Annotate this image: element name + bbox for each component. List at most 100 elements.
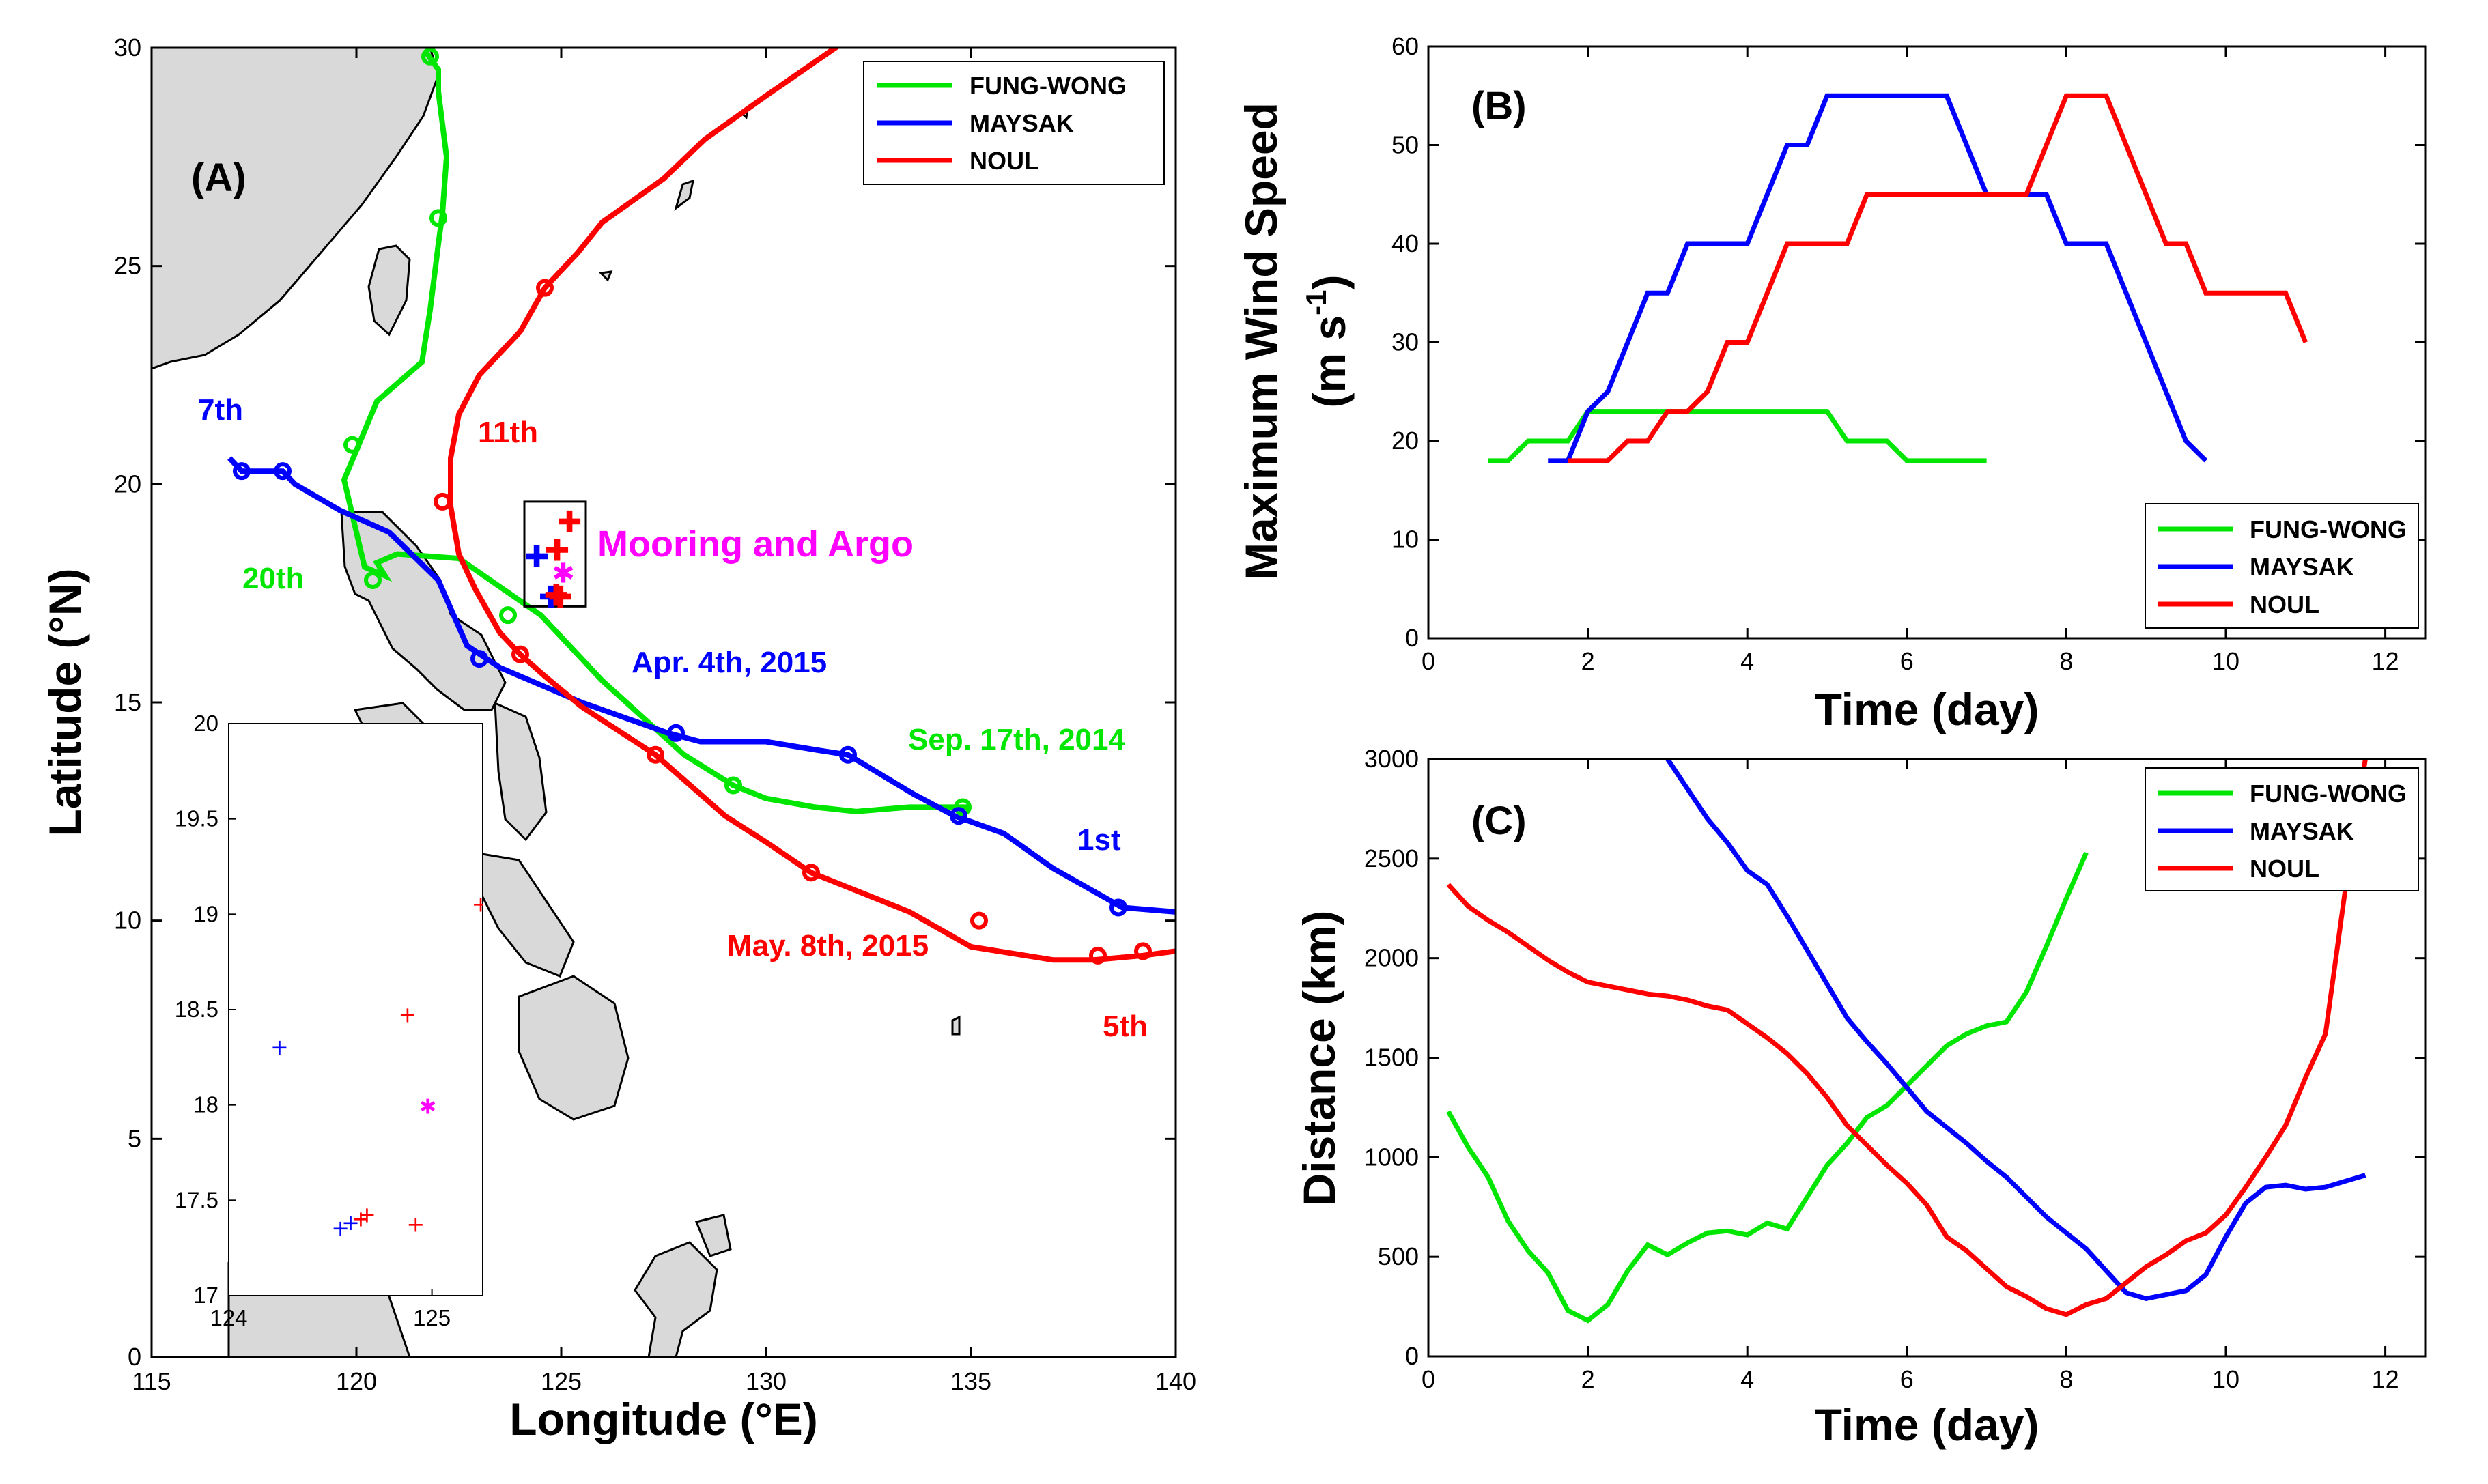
panel-a-ticks: 115 120 125 130 135 140 0 5 10 15 20 25 30 (114, 33, 1196, 1395)
y-tick-label: 20 (1391, 427, 1419, 455)
track-marker-fung-wong (954, 798, 972, 816)
track-marker-noul (1134, 942, 1152, 960)
annotation-mooring-argo: Mooring and Argo (597, 524, 914, 565)
y-tick-label: 50 (1391, 131, 1419, 159)
track-marker-fung-wong (724, 776, 742, 795)
track-daily-markers (233, 48, 1152, 965)
y-tick-label: 0 (128, 1343, 141, 1371)
inset-ticks: 17 17.5 18 18.5 19 19.5 20 124 125 (175, 711, 451, 1330)
annotation-fung-wong-start-date: Sep. 17th, 2014 (908, 723, 1125, 756)
land-halmahera (694, 1214, 732, 1257)
annotation-maysak-start-date: Apr. 4th, 2015 (632, 646, 827, 679)
annotation-maysak-1st: 1st (1077, 823, 1121, 857)
track-marker-noul (536, 279, 554, 297)
track-noul (448, 48, 1176, 963)
inset-argo-marker: + (270, 1034, 289, 1060)
x-tick-label: 8 (2059, 1365, 2073, 1393)
legend-b-label-noul: NOUL (2250, 590, 2319, 618)
annotation-maysak-7th: 7th (198, 393, 243, 427)
inset-points: +++✱++++ + (270, 891, 490, 1241)
inset-y-tick-label: 19.5 (175, 806, 218, 831)
inset-argo-marker: + (352, 1205, 370, 1231)
legend-a-label-maysak: MAYSAK (970, 109, 1074, 137)
y-tick-label: 2500 (1364, 844, 1419, 872)
track-marker-maysak (233, 462, 251, 481)
y-tick-label: 20 (114, 470, 141, 498)
panel-b-xlabel: Time (day) (1815, 684, 2039, 734)
panel-a-ylabel: Latitude (°N) (40, 568, 90, 836)
land-ryukyu-2 (598, 270, 613, 282)
inset-mooring-marker: ✱ (419, 1095, 436, 1119)
land-samar-leyte (494, 701, 548, 842)
panel-b-wind-speed: 0 2 4 6 8 10 12 0 10 20 30 40 50 60 (B) FUNG-WONG MAY… (1236, 32, 2427, 734)
x-tick-label: 10 (2212, 647, 2239, 675)
line-c-maysak (1665, 759, 2366, 1302)
x-tick-label: 0 (1422, 1365, 1435, 1393)
legend-a-label-fung-wong: FUNG-WONG (970, 72, 1127, 100)
track-marker-noul (647, 745, 664, 764)
inset-argo-marker: + (406, 1212, 425, 1238)
legend-c-label-fung-wong: FUNG-WONG (2250, 780, 2407, 808)
line-c-noul (1446, 759, 2368, 1317)
track-marker-fung-wong (421, 48, 439, 66)
x-tick-label: 135 (950, 1367, 991, 1395)
legend-c-label-noul: NOUL (2250, 855, 2319, 883)
inset-argo-marker: + (398, 1001, 416, 1027)
inset-frame (228, 723, 483, 1296)
panel-b-ylabel-group: Maximum Wind Speed (m s-1) (1236, 102, 1355, 580)
panel-a-map: ✚✚✚✱✚✚✚ 7th 11th Mooring and Argo 20th A… (40, 33, 1196, 1444)
panel-c-xlabel: Time (day) (1815, 1399, 2039, 1450)
y-tick-label: 5 (128, 1124, 141, 1152)
y-tick-label: 1500 (1364, 1044, 1419, 1072)
station-argo-marker: ✚ (557, 505, 582, 540)
x-tick-label: 6 (1900, 647, 1914, 675)
x-tick-label: 2 (1581, 647, 1595, 675)
panel-c-ticks: 0 2 4 6 8 10 12 0 500 1000 1500 2000 2500 3000 (1364, 745, 2425, 1393)
track-marker-noul (802, 864, 820, 882)
panel-c-ylabel: Distance (km) (1294, 911, 1344, 1206)
legend-a: FUNG-WONG MAYSAK NOUL (863, 61, 1165, 185)
track-marker-maysak (274, 462, 292, 481)
panel-b-ylabel-units-base: (m s (1304, 315, 1355, 408)
legend-b-label-maysak: MAYSAK (2250, 553, 2354, 581)
panel-b-ylabel-units-exp: -1 (1300, 289, 1332, 315)
track-marker-maysak (667, 724, 685, 742)
legend-c: FUNG-WONG MAYSAK NOUL (2145, 767, 2419, 891)
line-b-noul (1568, 93, 2308, 463)
panel-a-label: (A) (191, 156, 246, 200)
inset-argo-marker: + (472, 891, 490, 917)
x-tick-label: 130 (746, 1367, 787, 1395)
panel-c-distance: 0 2 4 6 8 10 12 0 500 1000 1500 2000 2500 3000 (C) FU… (1294, 745, 2427, 1450)
legend-c-label-maysak: MAYSAK (2250, 817, 2354, 845)
y-tick-label: 30 (1391, 328, 1419, 356)
y-tick-label: 3000 (1364, 745, 1419, 773)
legend-b: FUNG-WONG MAYSAK NOUL (2145, 503, 2419, 629)
panel-b-ylabel: Maximum Wind Speed (1236, 102, 1286, 580)
inset-argo-marker: + (358, 1202, 376, 1228)
legend-a-label-noul: NOUL (970, 147, 1039, 175)
x-tick-label: 8 (2059, 647, 2073, 675)
annotation-noul-5th: 5th (1103, 1010, 1148, 1043)
y-tick-label: 2000 (1364, 944, 1419, 972)
track-marker-maysak (839, 745, 857, 764)
station-argo-marker: ✚ (548, 580, 573, 615)
x-tick-label: 2 (1581, 1365, 1595, 1393)
track-marker-noul (511, 645, 529, 663)
track-marker-maysak (470, 650, 488, 668)
x-tick-label: 4 (1740, 1365, 1754, 1393)
x-tick-label: 115 (132, 1367, 171, 1395)
panel-a-xlabel: Longitude (°E) (509, 1394, 818, 1444)
inset-y-tick-label: 20 (193, 711, 218, 736)
line-b-fung-wong (1488, 409, 1987, 463)
x-tick-label: 6 (1900, 1365, 1914, 1393)
y-tick-label: 0 (1405, 1342, 1419, 1370)
panel-c-label: (C) (1471, 799, 1527, 843)
line-b-maysak (1548, 93, 2208, 463)
x-tick-label: 4 (1740, 647, 1754, 675)
x-tick-label: 12 (2372, 647, 2399, 675)
track-marker-fung-wong (364, 571, 382, 589)
track-marker-fung-wong (499, 606, 517, 625)
track-marker-noul (970, 911, 988, 930)
y-tick-label: 10 (114, 907, 141, 934)
